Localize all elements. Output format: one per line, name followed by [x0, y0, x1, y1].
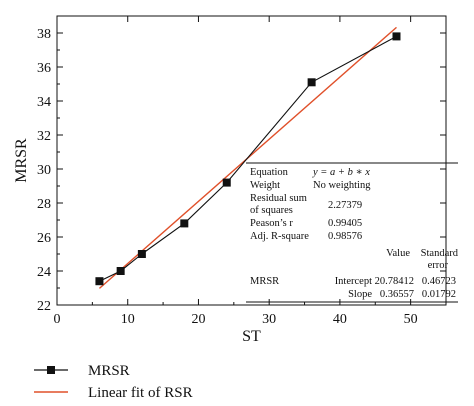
- legend-series-label: MRSR: [88, 363, 130, 379]
- stats-rss-label-1: Residual sum: [250, 193, 307, 204]
- stats-equation-value: y = a + b ∗ x: [312, 167, 370, 178]
- data-point: [307, 78, 316, 87]
- y-tick-label: 32: [37, 129, 51, 144]
- stats-intercept-err: 0.46723: [422, 276, 456, 287]
- data-point: [137, 250, 146, 258]
- stats-rss-value: 2.27379: [328, 200, 362, 211]
- y-tick-label: 34: [37, 95, 51, 110]
- y-tick-label: 30: [37, 163, 51, 178]
- stats-pearson-label: Peason’s r: [250, 218, 293, 229]
- y-tick-label: 38: [37, 27, 51, 42]
- x-tick-label: 0: [54, 312, 61, 327]
- plot-frame: [56, 15, 447, 306]
- legend-item-series: MRSR: [34, 363, 130, 379]
- x-tick-label: 20: [191, 312, 205, 327]
- stats-slope-label: Slope: [348, 289, 372, 300]
- stats-rss-label-2: of squares: [250, 205, 293, 216]
- stats-table: Equation y = a + b ∗ x Weight No weighti…: [246, 162, 459, 303]
- y-tick-label: 26: [37, 231, 51, 246]
- data-point: [392, 32, 401, 41]
- stats-row-name: MRSR: [250, 276, 279, 287]
- y-axis-label: MRSR: [13, 138, 30, 183]
- series-layer: [95, 32, 401, 286]
- data-point: [95, 277, 104, 286]
- legend: MRSR Linear fit of RSR: [34, 363, 193, 401]
- stats-pearson-value: 0.99405: [328, 218, 362, 229]
- stats-equation-label: Equation: [250, 167, 289, 178]
- y-tick-label: 28: [37, 197, 51, 212]
- y-tick-label: 22: [37, 299, 51, 314]
- stats-col-value: Value: [386, 248, 410, 259]
- x-tick-label: 30: [262, 312, 276, 327]
- stats-col-stderr-2: error: [428, 260, 449, 271]
- data-point: [222, 178, 231, 187]
- stats-weight-label: Weight: [250, 180, 280, 191]
- x-tick-label: 50: [404, 312, 418, 327]
- stats-adjr-label: Adj. R-square: [250, 231, 309, 242]
- axes: 0 10 20 30 40 50 22 24 26 28 30 32 34 36 38 ST MRSR: [13, 15, 447, 345]
- x-tick-label: 40: [333, 312, 347, 327]
- y-tick-label: 24: [37, 265, 51, 280]
- y-tick-label: 36: [37, 61, 51, 76]
- data-point: [116, 267, 125, 275]
- legend-item-fit: Linear fit of RSR: [34, 385, 193, 401]
- x-tick-label: 10: [121, 312, 135, 327]
- stats-col-stderr-1: Standard: [421, 248, 459, 259]
- legend-fit-label: Linear fit of RSR: [88, 385, 193, 401]
- stats-adjr-value: 0.98576: [328, 231, 362, 242]
- stats-intercept-value: 20.78412: [375, 276, 414, 287]
- stats-intercept-label: Intercept: [335, 276, 372, 287]
- stats-slope-value: 0.36557: [380, 289, 414, 300]
- data-point: [180, 219, 189, 228]
- stats-slope-err: 0.01792: [422, 289, 456, 300]
- stats-weight-value: No weighting: [313, 180, 371, 191]
- legend-series-marker: [47, 366, 55, 374]
- x-axis-label: ST: [242, 328, 261, 345]
